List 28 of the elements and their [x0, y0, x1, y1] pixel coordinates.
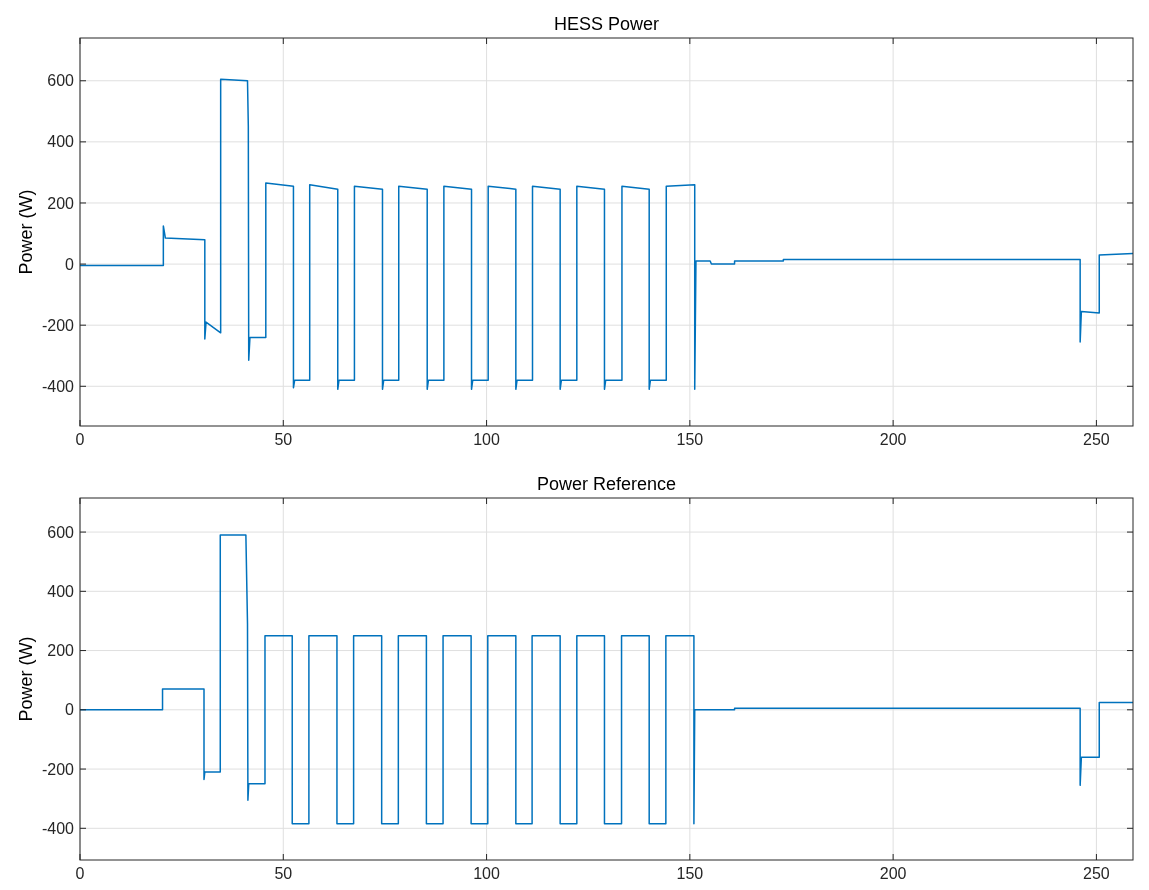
x-tick-label: 150 — [676, 865, 704, 882]
x-tick-label: 50 — [274, 431, 293, 448]
y-axis-title: Power (W) — [16, 189, 36, 275]
x-tick-label: 250 — [1083, 865, 1110, 882]
y-tick-label: -200 — [41, 316, 75, 334]
y-tick-label: 0 — [65, 255, 75, 273]
y-tick-label: 0 — [65, 701, 75, 719]
y-tick-label: -200 — [41, 760, 75, 778]
x-tick-label: 100 — [473, 865, 501, 882]
y-tick-label: -400 — [41, 819, 75, 837]
chart-title: HESS Power — [553, 14, 660, 34]
x-tick-label: 250 — [1083, 431, 1110, 448]
chart-title: Power Reference — [536, 474, 677, 494]
y-tick-label: 200 — [47, 642, 75, 660]
y-tick-label: 600 — [47, 523, 75, 541]
x-tick-label: 150 — [676, 431, 704, 448]
line-series — [80, 78, 1133, 391]
x-tick-label: 200 — [879, 865, 907, 882]
y-tick-label: -400 — [41, 377, 75, 395]
x-tick-label: 100 — [473, 431, 501, 448]
y-tick-label: 400 — [47, 582, 75, 600]
y-axis-title: Power (W) — [16, 636, 36, 722]
y-tick-label: 600 — [47, 72, 75, 90]
y-tick-label: 200 — [47, 194, 75, 212]
x-tick-label: 200 — [879, 431, 907, 448]
line-series — [80, 534, 1133, 825]
y-tick-label: 400 — [47, 133, 75, 151]
x-tick-label: 50 — [274, 865, 293, 882]
